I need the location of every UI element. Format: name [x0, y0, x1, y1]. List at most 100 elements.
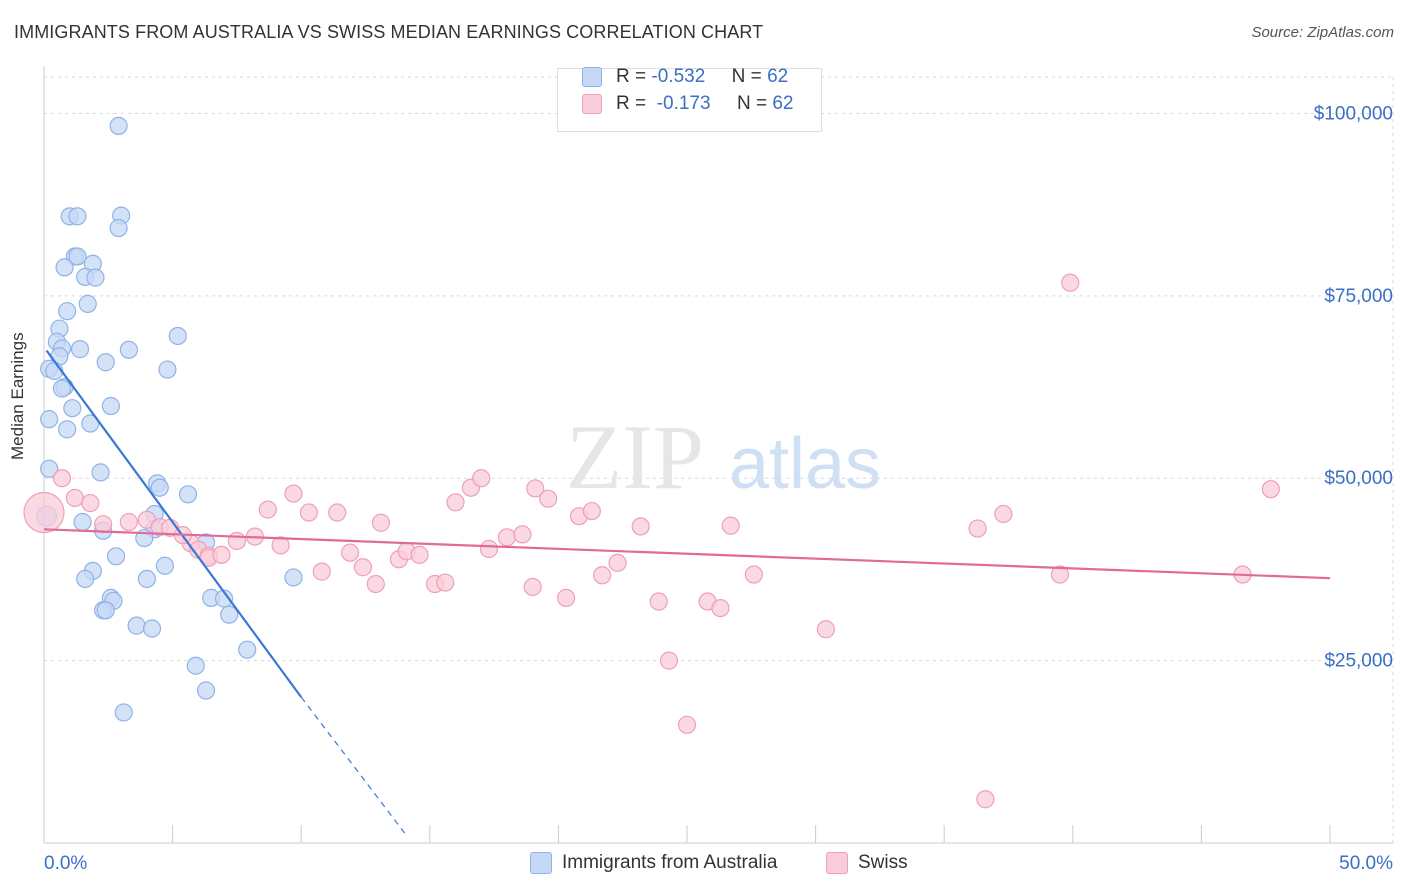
point-swiss: [721, 516, 740, 535]
point-swiss: [23, 491, 65, 534]
point-swiss: [52, 469, 72, 488]
point-australia: [196, 681, 216, 700]
point-australia: [78, 294, 97, 313]
legend-r-label: R =: [616, 66, 647, 87]
point-swiss: [677, 715, 697, 734]
point-australia: [52, 379, 72, 398]
point-swiss: [539, 489, 558, 508]
point-swiss: [299, 503, 319, 522]
legend-text-swiss: R = -0.173 N = 62: [616, 93, 793, 115]
point-swiss: [816, 620, 835, 639]
point-swiss: [593, 566, 612, 585]
point-swiss: [81, 493, 100, 513]
y-tick-label: $100,000: [1314, 103, 1393, 124]
point-australia: [284, 568, 303, 587]
point-swiss: [659, 651, 679, 670]
point-australia: [142, 619, 162, 638]
bottom-legend-swatch-swiss: [826, 852, 848, 874]
point-swiss: [119, 512, 138, 532]
point-swiss: [1061, 273, 1080, 292]
point-swiss: [436, 573, 455, 592]
point-australia: [68, 207, 87, 226]
axes: [43, 66, 1393, 844]
point-australia: [238, 640, 257, 659]
point-swiss: [340, 543, 360, 562]
point-australia: [55, 258, 74, 277]
point-swiss: [479, 539, 499, 559]
point-australia: [114, 703, 133, 722]
point-swiss: [608, 553, 627, 572]
legend-n-label: N =: [736, 93, 768, 114]
trend-lines: [43, 349, 1331, 837]
point-australia: [186, 656, 205, 675]
y-tick-label: $75,000: [1324, 286, 1393, 307]
bottom-legend-australia: Immigrants from Australia: [530, 852, 777, 874]
y-tick-label: $50,000: [1324, 468, 1393, 489]
data-points: [23, 116, 1280, 809]
bottom-legend-label-swiss: Swiss: [858, 852, 908, 873]
watermark: ZIP atlas: [566, 406, 881, 508]
legend-text-australia: R = -0.532 N = 62: [616, 66, 788, 88]
x-tick-label: 50.0%: [1339, 853, 1393, 874]
point-swiss: [631, 517, 650, 536]
x-tick-label: 0.0%: [44, 853, 87, 874]
point-australia: [91, 463, 110, 482]
point-australia: [119, 340, 138, 359]
point-swiss: [1050, 565, 1070, 584]
point-swiss: [472, 469, 491, 488]
trend-line-swiss: [43, 528, 1331, 580]
point-swiss: [284, 484, 303, 503]
bottom-legend-swiss: Swiss: [826, 852, 908, 874]
point-swiss: [711, 598, 730, 618]
point-swiss: [446, 493, 465, 512]
legend-n-value: 62: [772, 93, 794, 114]
point-swiss: [523, 577, 542, 597]
legend-r-value: -0.173: [656, 93, 711, 114]
point-australia: [68, 247, 87, 266]
legend-n-value: 62: [767, 66, 789, 87]
source-label: Source: ZipAtlas.com: [1251, 24, 1394, 41]
point-swiss: [94, 515, 113, 534]
stats-legend: R = -0.532 N = 62 R = -0.173 N = 62: [557, 66, 822, 132]
point-swiss: [582, 501, 601, 521]
legend-r-value: -0.532: [651, 66, 706, 87]
point-australia: [158, 360, 177, 379]
trend-line-australia-extension: [300, 696, 408, 837]
point-swiss: [258, 500, 277, 519]
point-australia: [96, 601, 115, 620]
point-swiss: [649, 592, 668, 611]
tick-labels: $25,000 $50,000 $75,000 $100,000 0.0% 50.0%: [44, 103, 1393, 874]
bottom-legend-label-australia: Immigrants from Australia: [562, 852, 778, 873]
point-australia: [73, 512, 92, 532]
watermark-zip: ZIP: [566, 406, 704, 508]
point-swiss: [410, 545, 429, 564]
point-australia: [101, 396, 120, 416]
legend-r-label: R =: [616, 93, 647, 114]
point-australia: [63, 399, 82, 418]
point-australia: [109, 218, 128, 238]
point-australia: [58, 420, 77, 439]
point-swiss: [557, 588, 576, 607]
point-swiss: [994, 504, 1013, 524]
point-swiss: [371, 513, 391, 532]
trend-line-australia: [45, 349, 303, 698]
point-australia: [86, 268, 105, 287]
point-australia: [58, 302, 77, 321]
point-swiss: [212, 545, 231, 564]
point-swiss: [526, 479, 545, 498]
point-swiss: [65, 488, 84, 508]
point-australia: [96, 353, 115, 372]
point-australia: [40, 459, 59, 478]
legend-n-label: N =: [731, 66, 762, 87]
point-swiss: [497, 528, 517, 547]
bottom-legend-swatch-australia: [530, 852, 552, 874]
point-australia: [150, 478, 169, 497]
gridlines: [44, 76, 1394, 843]
watermark-atlas: atlas: [729, 424, 881, 504]
point-australia: [155, 556, 174, 575]
point-australia: [109, 116, 128, 135]
point-swiss: [227, 531, 246, 551]
point-swiss: [976, 790, 995, 809]
point-swiss: [1261, 480, 1280, 499]
y-tick-label: $25,000: [1324, 651, 1393, 672]
